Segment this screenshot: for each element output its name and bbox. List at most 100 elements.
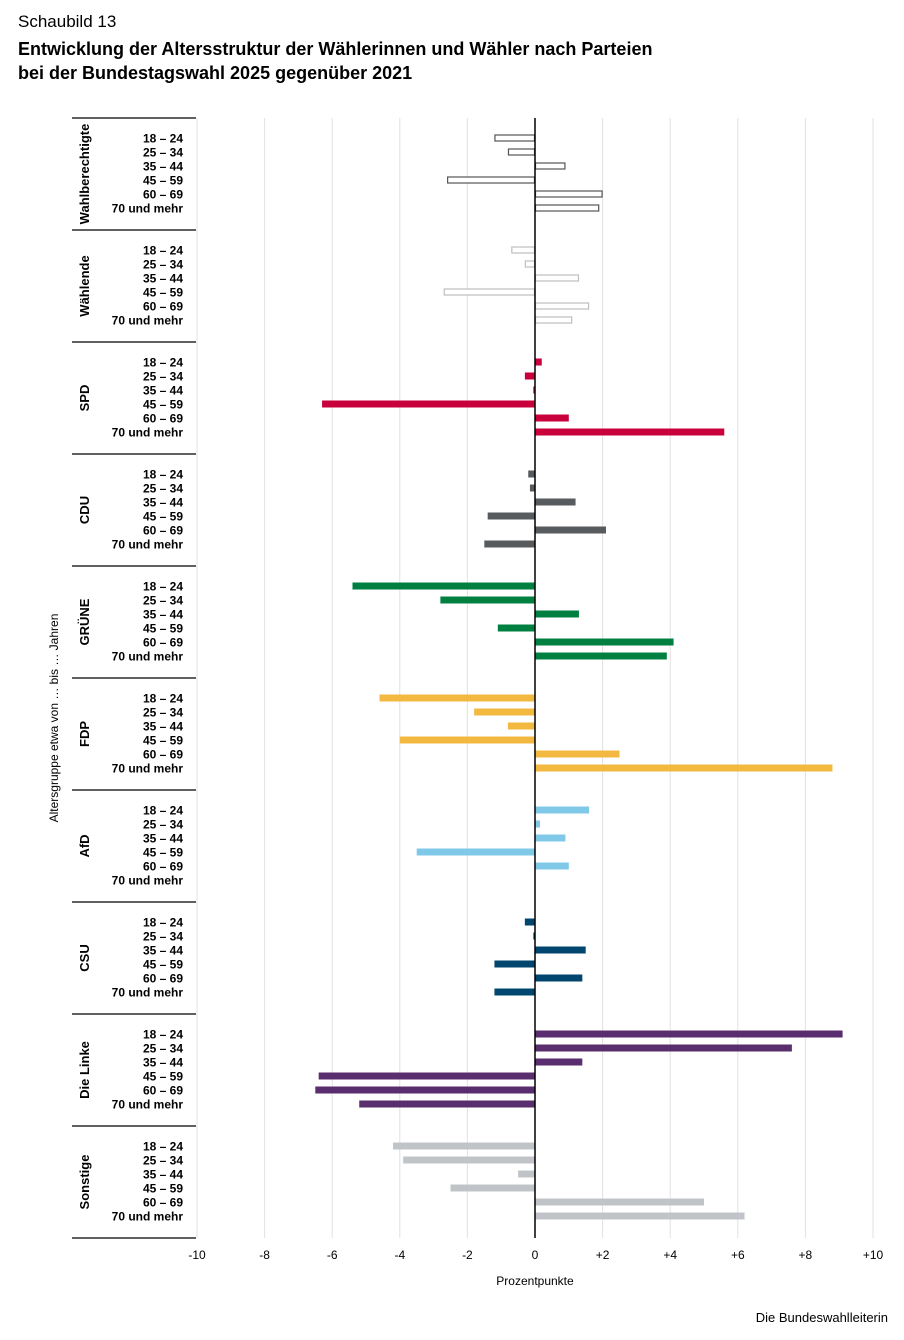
bar <box>535 764 833 772</box>
bar <box>507 148 536 156</box>
bar <box>535 1198 704 1206</box>
category-label: 35 – 44 <box>143 1168 183 1182</box>
category-label: 45 – 59 <box>143 398 183 412</box>
bar <box>511 246 536 254</box>
group-label: SPD <box>77 385 92 412</box>
x-tick-label: -10 <box>188 1248 206 1262</box>
group-label: Wählende <box>77 255 92 316</box>
category-label: 35 – 44 <box>143 608 183 622</box>
category-label: 18 – 24 <box>143 1028 183 1042</box>
category-label: 18 – 24 <box>143 132 183 146</box>
x-tick-label: +4 <box>663 1248 677 1262</box>
bar <box>352 582 535 590</box>
bar <box>534 204 600 212</box>
category-label: 35 – 44 <box>143 832 183 846</box>
bar <box>535 414 569 422</box>
bar <box>535 834 566 842</box>
category-label: 18 – 24 <box>143 1140 183 1154</box>
category-label: 45 – 59 <box>143 1182 183 1196</box>
bar <box>535 638 674 646</box>
category-label: 25 – 34 <box>143 482 183 496</box>
bar <box>524 260 536 268</box>
category-label: 18 – 24 <box>143 468 183 482</box>
category-label: 70 und mehr <box>112 874 184 888</box>
category-label: 70 und mehr <box>112 1210 184 1224</box>
bar <box>534 162 566 170</box>
x-tick-label: -8 <box>259 1248 270 1262</box>
category-label: 18 – 24 <box>143 692 183 706</box>
bar <box>535 946 586 954</box>
group-label: FDP <box>77 721 92 747</box>
chart-label: Schaubild 13 <box>18 12 117 31</box>
category-label: 25 – 34 <box>143 594 183 608</box>
bar <box>535 862 569 870</box>
group-label: GRÜNE <box>77 598 92 645</box>
group-label: CSU <box>77 944 92 971</box>
bar <box>379 694 535 702</box>
x-tick-label: +6 <box>731 1248 745 1262</box>
category-label: 70 und mehr <box>112 650 184 664</box>
bar <box>535 652 667 660</box>
category-label: 60 – 69 <box>143 188 183 202</box>
category-label: 60 – 69 <box>143 300 183 314</box>
group-label: CDU <box>77 496 92 524</box>
category-label: 60 – 69 <box>143 1196 183 1210</box>
category-label: 25 – 34 <box>143 930 183 944</box>
bar <box>535 526 606 534</box>
category-label: 25 – 34 <box>143 818 183 832</box>
category-label: 70 und mehr <box>112 426 184 440</box>
bar <box>494 960 535 968</box>
category-label: 25 – 34 <box>143 1154 183 1168</box>
category-label: 60 – 69 <box>143 860 183 874</box>
category-label: 35 – 44 <box>143 944 183 958</box>
category-label: 45 – 59 <box>143 174 183 188</box>
category-label: 60 – 69 <box>143 412 183 426</box>
category-label: 45 – 59 <box>143 622 183 636</box>
bar <box>416 848 535 856</box>
bar <box>534 316 573 324</box>
category-label: 35 – 44 <box>143 1056 183 1070</box>
source-credit: Die Bundeswahlleiterin <box>755 1310 888 1325</box>
category-label: 35 – 44 <box>143 160 183 174</box>
group-label: AfD <box>77 834 92 857</box>
category-label: 35 – 44 <box>143 496 183 510</box>
bar <box>535 358 542 366</box>
category-label: 18 – 24 <box>143 804 183 818</box>
bar <box>535 428 725 436</box>
category-label: 60 – 69 <box>143 636 183 650</box>
category-label: 18 – 24 <box>143 244 183 258</box>
chart-title-line-2: bei der Bundestagswahl 2025 gegenüber 20… <box>18 63 413 83</box>
bar <box>534 190 603 198</box>
category-label: 25 – 34 <box>143 370 183 384</box>
x-axis-label: Prozentpunkte <box>496 1274 574 1288</box>
bar <box>535 1212 745 1220</box>
category-label: 25 – 34 <box>143 1042 183 1056</box>
category-label: 25 – 34 <box>143 146 183 160</box>
bar <box>322 400 535 408</box>
bar <box>535 498 576 506</box>
category-label: 25 – 34 <box>143 258 183 272</box>
bar <box>359 1100 535 1108</box>
category-label: 45 – 59 <box>143 846 183 860</box>
bar <box>318 1072 535 1080</box>
bar <box>443 288 536 296</box>
category-label: 45 – 59 <box>143 286 183 300</box>
y-axis-label: Altersgruppe etwa von … bis … Jahren <box>47 614 61 823</box>
x-tick-label: -2 <box>462 1248 473 1262</box>
bar <box>487 512 535 520</box>
category-label: 60 – 69 <box>143 748 183 762</box>
category-label: 70 und mehr <box>112 314 184 328</box>
bar <box>315 1086 535 1094</box>
bar <box>535 974 583 982</box>
x-tick-label: 0 <box>532 1248 539 1262</box>
bar <box>403 1156 535 1164</box>
group-label: Die Linke <box>77 1041 92 1099</box>
bar <box>534 274 580 282</box>
bar <box>529 484 535 492</box>
bar <box>494 988 535 996</box>
category-label: 70 und mehr <box>112 986 184 1000</box>
category-label: 45 – 59 <box>143 1070 183 1084</box>
bar <box>524 372 535 380</box>
bar <box>535 1044 792 1052</box>
